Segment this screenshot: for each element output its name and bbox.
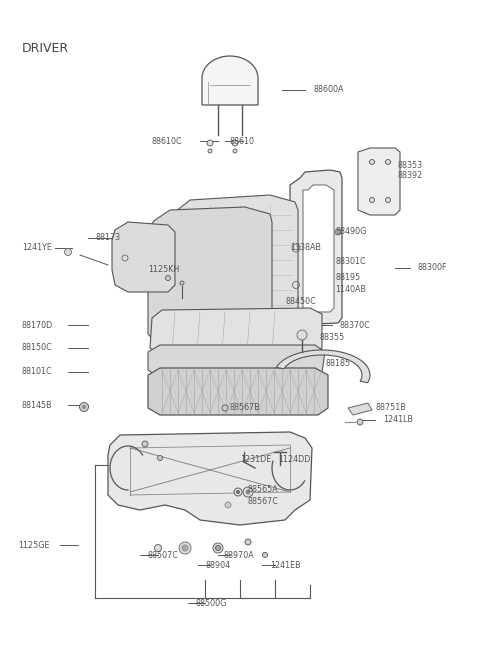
Polygon shape	[148, 345, 325, 378]
Text: 88355: 88355	[320, 333, 345, 343]
Circle shape	[225, 502, 231, 508]
Text: 88145B: 88145B	[22, 400, 53, 409]
Circle shape	[222, 405, 228, 411]
Text: 88301C: 88301C	[335, 257, 366, 267]
Text: 88150C: 88150C	[22, 343, 53, 352]
Text: 88173: 88173	[95, 233, 120, 242]
Text: 88392: 88392	[398, 172, 423, 181]
Polygon shape	[108, 432, 312, 525]
Text: 88904: 88904	[205, 561, 230, 569]
Polygon shape	[148, 207, 272, 342]
Text: 88450C: 88450C	[285, 297, 316, 307]
Text: 88353: 88353	[398, 160, 423, 170]
Text: 88970A: 88970A	[224, 550, 255, 559]
Text: 1125GE: 1125GE	[18, 540, 49, 550]
Text: 88101C: 88101C	[22, 367, 53, 377]
Circle shape	[246, 490, 250, 494]
Text: 88565A: 88565A	[248, 485, 279, 495]
Text: 1231DE: 1231DE	[240, 455, 271, 464]
Polygon shape	[112, 222, 175, 292]
Text: 1241YE: 1241YE	[22, 244, 52, 252]
Circle shape	[83, 405, 85, 409]
Polygon shape	[150, 308, 322, 355]
Text: 88751B: 88751B	[376, 403, 407, 413]
Circle shape	[216, 546, 220, 550]
Text: 88490G: 88490G	[335, 227, 366, 236]
Text: 88195: 88195	[335, 274, 360, 282]
Text: 1125KH: 1125KH	[148, 265, 179, 274]
Circle shape	[233, 149, 237, 153]
Text: 88300F: 88300F	[418, 263, 447, 272]
Circle shape	[166, 276, 170, 280]
Circle shape	[263, 553, 267, 557]
Text: 88507C: 88507C	[148, 550, 179, 559]
Polygon shape	[202, 56, 258, 105]
Text: 1124DD: 1124DD	[278, 455, 311, 464]
Circle shape	[237, 491, 240, 493]
Text: 1241EB: 1241EB	[270, 561, 300, 569]
Text: 88185: 88185	[325, 360, 350, 369]
Polygon shape	[168, 195, 298, 338]
Circle shape	[179, 542, 191, 554]
Polygon shape	[290, 170, 342, 325]
Text: 88610: 88610	[230, 136, 255, 145]
Circle shape	[142, 441, 148, 447]
Polygon shape	[348, 403, 372, 415]
Circle shape	[297, 330, 307, 340]
Polygon shape	[358, 148, 400, 215]
Polygon shape	[148, 368, 328, 415]
Polygon shape	[303, 185, 334, 312]
Circle shape	[182, 545, 188, 551]
Circle shape	[155, 544, 161, 552]
Circle shape	[245, 539, 251, 545]
Circle shape	[157, 455, 163, 460]
Circle shape	[370, 160, 374, 164]
Circle shape	[234, 488, 242, 496]
Text: 88567C: 88567C	[248, 498, 279, 506]
Text: 88370C: 88370C	[340, 320, 371, 329]
Circle shape	[357, 419, 363, 425]
Circle shape	[243, 487, 253, 497]
Text: 88600A: 88600A	[313, 86, 344, 94]
Circle shape	[335, 229, 341, 235]
Polygon shape	[276, 350, 370, 383]
Circle shape	[64, 248, 72, 255]
Circle shape	[80, 403, 88, 411]
Circle shape	[213, 543, 223, 553]
Circle shape	[207, 140, 213, 146]
Text: 1338AB: 1338AB	[290, 244, 321, 252]
Circle shape	[232, 140, 238, 146]
Circle shape	[385, 198, 391, 202]
Text: 88567B: 88567B	[230, 403, 261, 413]
Circle shape	[180, 281, 184, 285]
Text: 88170D: 88170D	[22, 320, 53, 329]
Circle shape	[385, 160, 391, 164]
Text: 88500G: 88500G	[195, 599, 227, 607]
Text: DRIVER: DRIVER	[22, 42, 69, 55]
Circle shape	[370, 198, 374, 202]
Text: 88610C: 88610C	[152, 136, 182, 145]
Circle shape	[208, 149, 212, 153]
Text: 1140AB: 1140AB	[335, 284, 366, 293]
Text: 1241LB: 1241LB	[383, 415, 413, 424]
